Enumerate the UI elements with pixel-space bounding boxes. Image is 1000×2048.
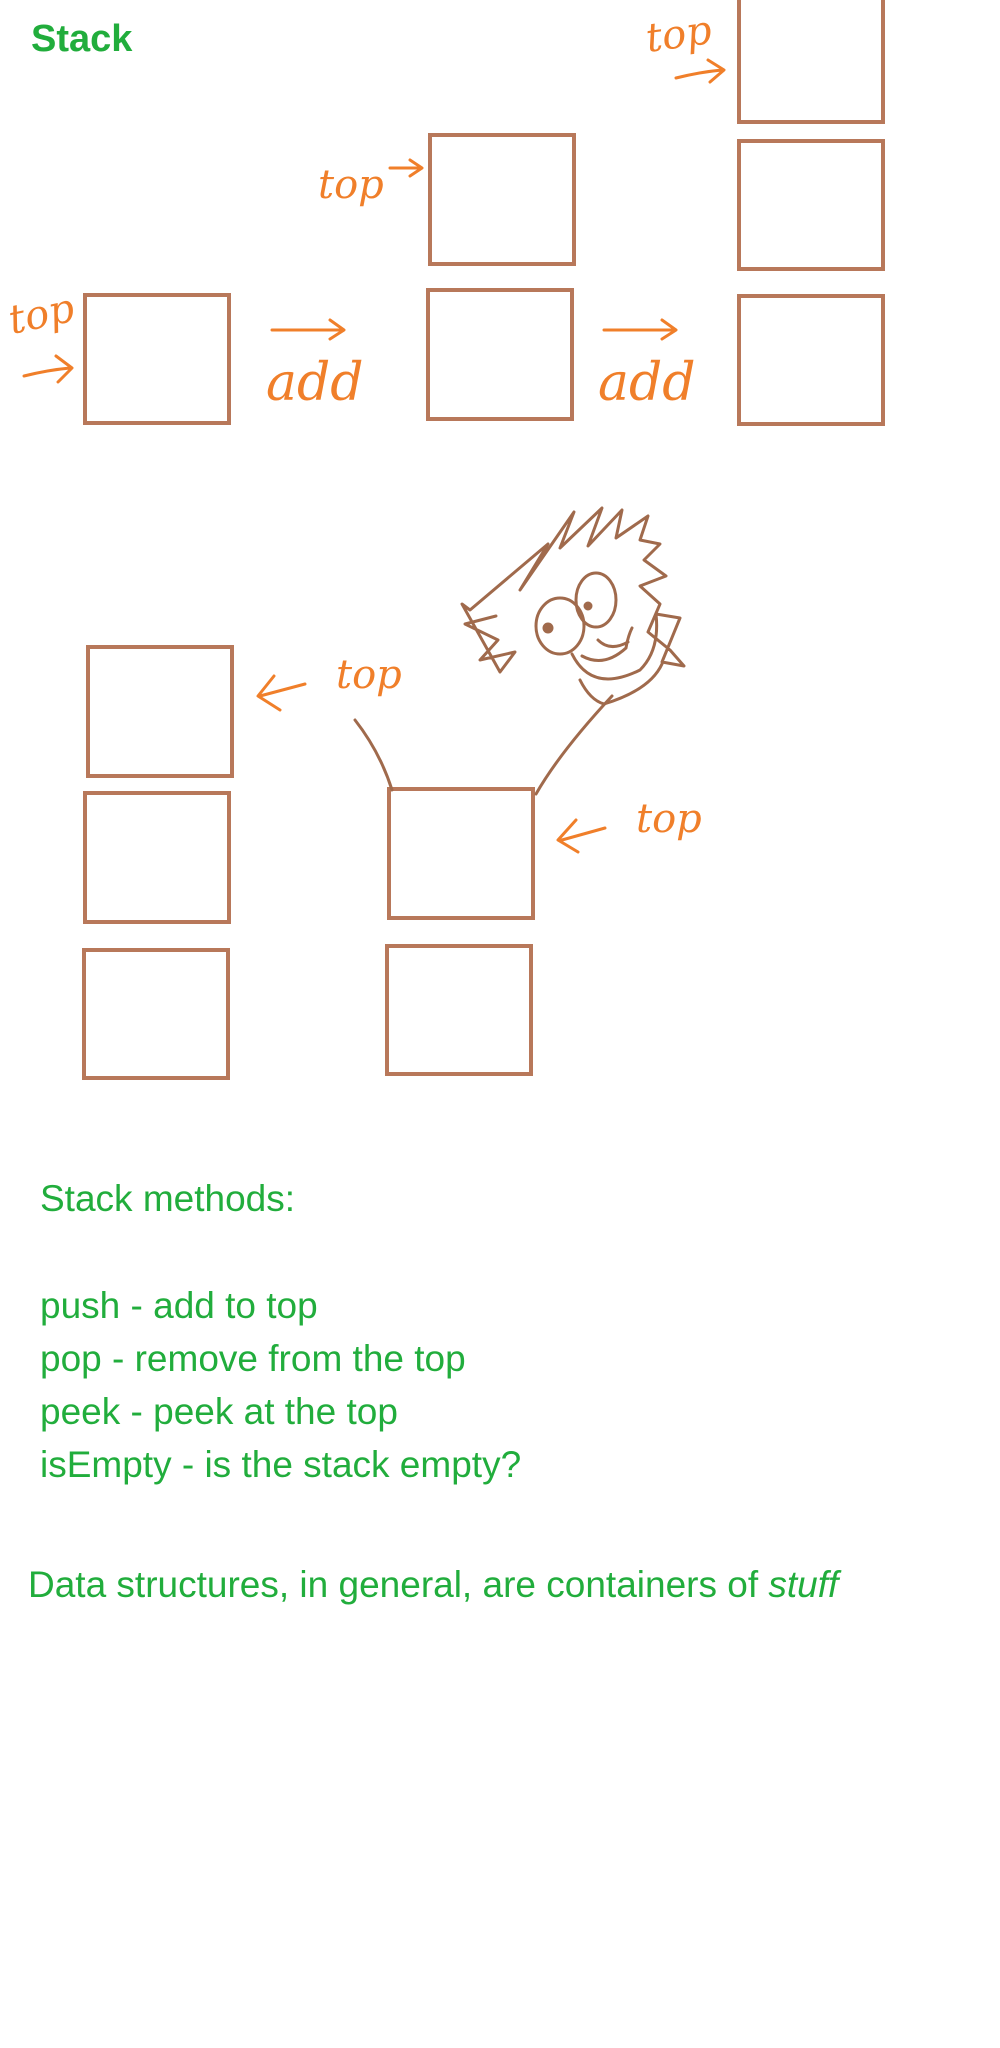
top-label: top <box>336 652 402 698</box>
general-note-emphasis: stuff <box>768 1564 839 1605</box>
top-label: top <box>5 285 79 344</box>
stack4-box-1 <box>82 948 230 1080</box>
peeking-face-doodle <box>353 506 686 796</box>
stack4-box-2 <box>83 791 231 924</box>
arrow-right-icon <box>674 58 726 84</box>
add-label: add <box>266 353 364 413</box>
stack2-box-1 <box>426 288 574 421</box>
stack3-box-1 <box>737 294 885 426</box>
stack5-box-1 <box>385 944 533 1076</box>
top-label: top <box>636 796 702 842</box>
stack2-box-2 <box>428 133 576 266</box>
methods-heading: Stack methods: <box>40 1178 296 1219</box>
arrow-right-icon <box>602 318 678 341</box>
add-label: add <box>598 353 696 413</box>
stack5-box-2 <box>387 787 535 920</box>
stack3-box-2 <box>737 139 885 271</box>
arrow-left-icon <box>256 674 307 712</box>
top-label: top <box>643 7 715 62</box>
arrow-left-icon <box>556 818 607 854</box>
method-isempty: isEmpty - is the stack empty? <box>40 1444 522 1485</box>
general-note: Data structures, in general, are contain… <box>28 1558 838 1612</box>
method-push: push - add to top <box>40 1285 318 1326</box>
stack4-box-3 <box>86 645 234 778</box>
arrow-right-icon <box>270 318 346 341</box>
arrow-right-icon <box>388 158 424 178</box>
arrow-right-icon <box>22 354 74 384</box>
method-peek: peek - peek at the top <box>40 1391 398 1432</box>
stack1-box-1 <box>83 293 231 425</box>
method-pop: pop - remove from the top <box>40 1338 466 1379</box>
general-note-text: Data structures, in general, are contain… <box>28 1564 769 1605</box>
page-title: Stack <box>31 18 133 60</box>
top-label: top <box>318 162 384 208</box>
stack3-box-3 <box>737 0 885 124</box>
methods-list: push - add to top pop - remove from the … <box>40 1279 521 1491</box>
